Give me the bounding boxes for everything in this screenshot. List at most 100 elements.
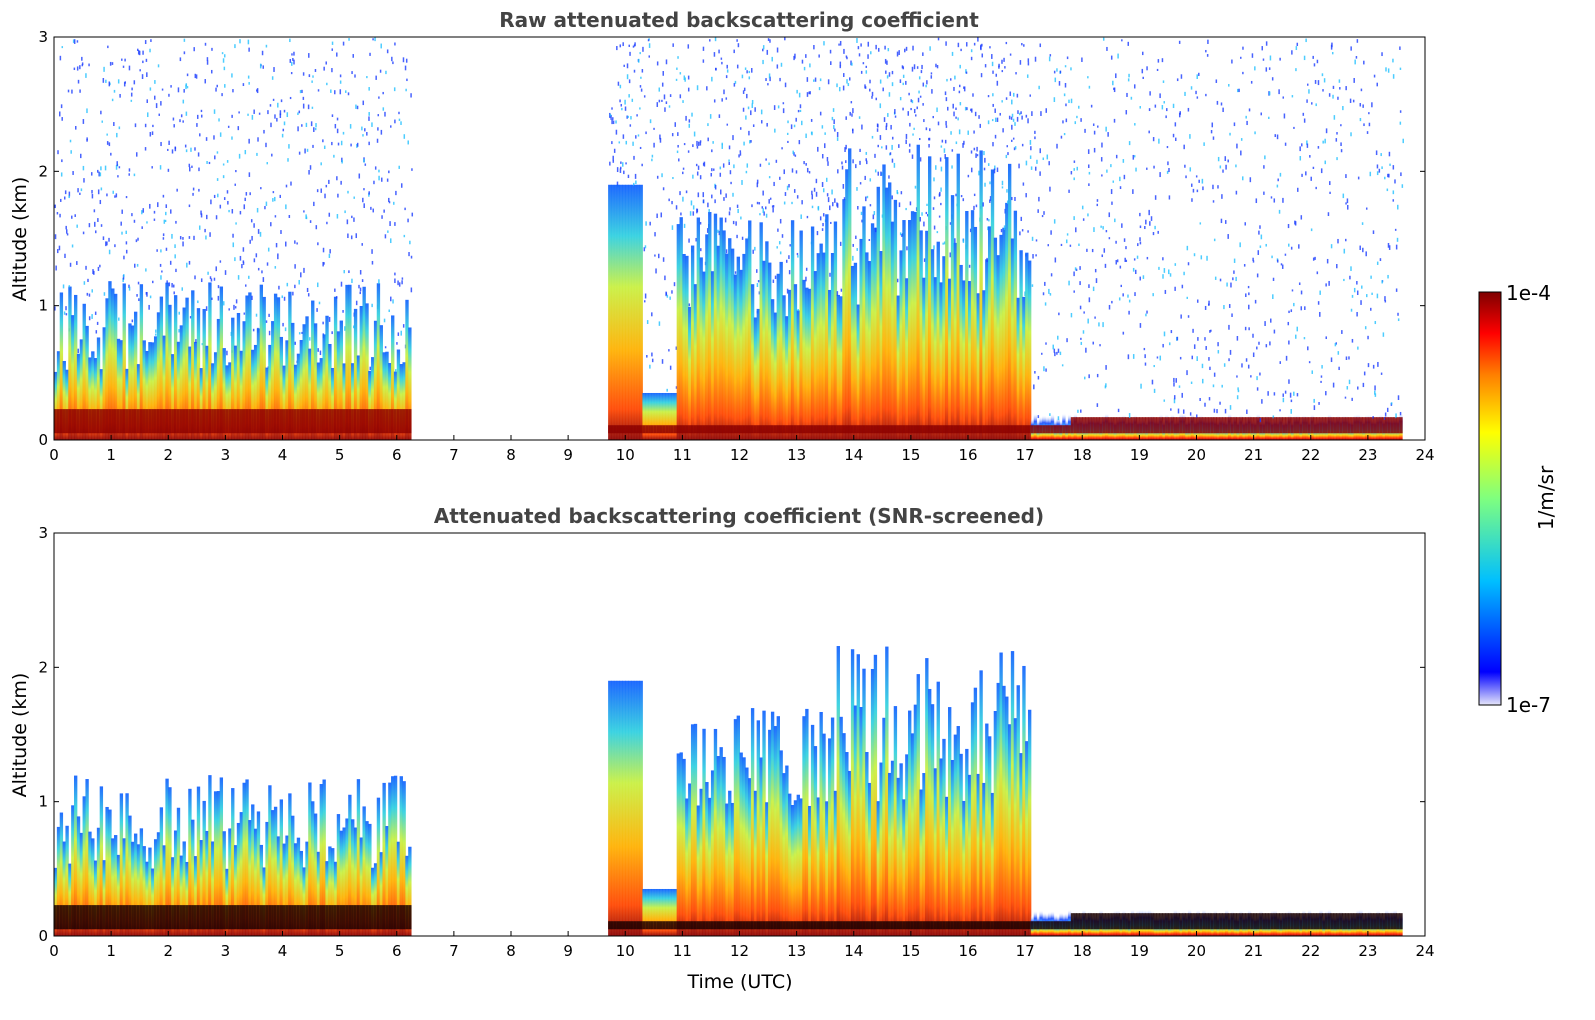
- noise-speck: [115, 165, 118, 170]
- noise-speck: [893, 162, 896, 168]
- noise-speck: [819, 78, 822, 82]
- noise-speck: [1295, 68, 1297, 72]
- noise-speck: [663, 94, 666, 100]
- noise-speck: [213, 135, 215, 140]
- noise-speck: [751, 68, 753, 73]
- noise-speck: [761, 206, 764, 209]
- surface-layer: [182, 905, 186, 930]
- y-tick-label: 2: [38, 162, 48, 180]
- noise-speck: [1125, 110, 1128, 115]
- noise-speck: [911, 154, 914, 159]
- surface-layer: [88, 409, 92, 434]
- surface-layer: [1070, 417, 1075, 434]
- heatmap-column: [331, 848, 335, 936]
- noise-speck: [256, 88, 259, 94]
- heatmap-column: [836, 294, 840, 440]
- noise-speck: [809, 91, 811, 95]
- heatmap-column: [850, 649, 855, 936]
- noise-speck: [818, 87, 821, 91]
- heatmap-column: [645, 392, 649, 440]
- noise-speck: [373, 180, 375, 185]
- surface-layer: [1073, 417, 1078, 434]
- heatmap-column: [753, 790, 758, 936]
- surface-layer: [296, 905, 301, 930]
- surface-layer: [1399, 417, 1403, 434]
- surface-layer: [622, 921, 626, 930]
- noise-speck: [1352, 99, 1355, 103]
- noise-speck: [1259, 418, 1262, 423]
- heatmap-column: [1016, 685, 1020, 936]
- noise-speck: [946, 78, 948, 82]
- noise-speck: [234, 183, 236, 186]
- heatmap-column: [748, 220, 752, 440]
- noise-speck: [294, 264, 296, 269]
- surface-layer: [1022, 425, 1026, 434]
- noise-speck: [1006, 145, 1009, 148]
- noise-speck: [97, 169, 99, 173]
- heatmap-column: [785, 316, 789, 440]
- heatmap-column: [805, 708, 809, 936]
- noise-speck: [1328, 280, 1330, 286]
- noise-speck: [834, 198, 836, 203]
- noise-speck: [845, 116, 847, 120]
- noise-speck: [1096, 203, 1099, 207]
- noise-speck: [342, 41, 345, 46]
- surface-layer: [742, 425, 746, 434]
- surface-layer: [1256, 417, 1260, 434]
- noise-speck: [643, 300, 646, 303]
- surface-layer: [719, 921, 723, 930]
- surface-layer: [1139, 913, 1143, 930]
- noise-speck: [832, 202, 834, 207]
- noise-speck: [1196, 189, 1199, 193]
- noise-speck: [829, 205, 831, 211]
- noise-speck: [185, 84, 187, 90]
- noise-speck: [149, 48, 151, 53]
- surface-layer: [1319, 417, 1323, 434]
- noise-speck: [726, 123, 729, 126]
- surface-layer: [1247, 913, 1252, 930]
- noise-speck: [247, 113, 249, 116]
- noise-speck: [619, 99, 621, 103]
- surface-layer: [610, 921, 615, 930]
- heatmap-column: [139, 284, 144, 440]
- noise-speck: [1054, 257, 1057, 263]
- surface-layer: [222, 905, 226, 930]
- noise-speck: [917, 97, 920, 103]
- heatmap-column: [342, 363, 346, 440]
- noise-speck: [858, 53, 861, 57]
- noise-speck: [198, 225, 201, 230]
- noise-speck: [776, 47, 779, 53]
- heatmap-column: [925, 658, 929, 936]
- surface-layer: [1193, 417, 1197, 434]
- noise-speck: [1031, 111, 1033, 116]
- noise-speck: [381, 215, 383, 219]
- surface-layer: [1185, 913, 1189, 930]
- noise-speck: [168, 93, 170, 97]
- surface-layer: [356, 905, 361, 930]
- heatmap-column: [222, 831, 226, 936]
- noise-speck: [989, 181, 991, 185]
- heatmap-column: [993, 237, 998, 440]
- surface-layer: [836, 921, 840, 930]
- noise-speck: [1146, 66, 1148, 71]
- noise-speck: [401, 277, 404, 280]
- surface-layer: [259, 905, 264, 930]
- noise-speck: [1246, 409, 1248, 414]
- noise-speck: [771, 205, 774, 208]
- surface-layer: [1125, 913, 1129, 930]
- surface-layer: [979, 425, 983, 434]
- noise-speck: [331, 331, 333, 335]
- noise-speck: [167, 168, 170, 172]
- noise-speck: [1395, 244, 1398, 250]
- surface-layer: [1293, 417, 1297, 434]
- noise-speck: [308, 170, 310, 175]
- heatmap-column: [128, 815, 132, 936]
- noise-speck: [1136, 255, 1139, 259]
- surface-layer: [71, 905, 75, 930]
- surface-layer: [1167, 417, 1172, 434]
- noise-speck: [852, 255, 854, 261]
- noise-speck: [1265, 243, 1267, 247]
- noise-speck: [889, 152, 892, 155]
- noise-speck: [759, 213, 761, 216]
